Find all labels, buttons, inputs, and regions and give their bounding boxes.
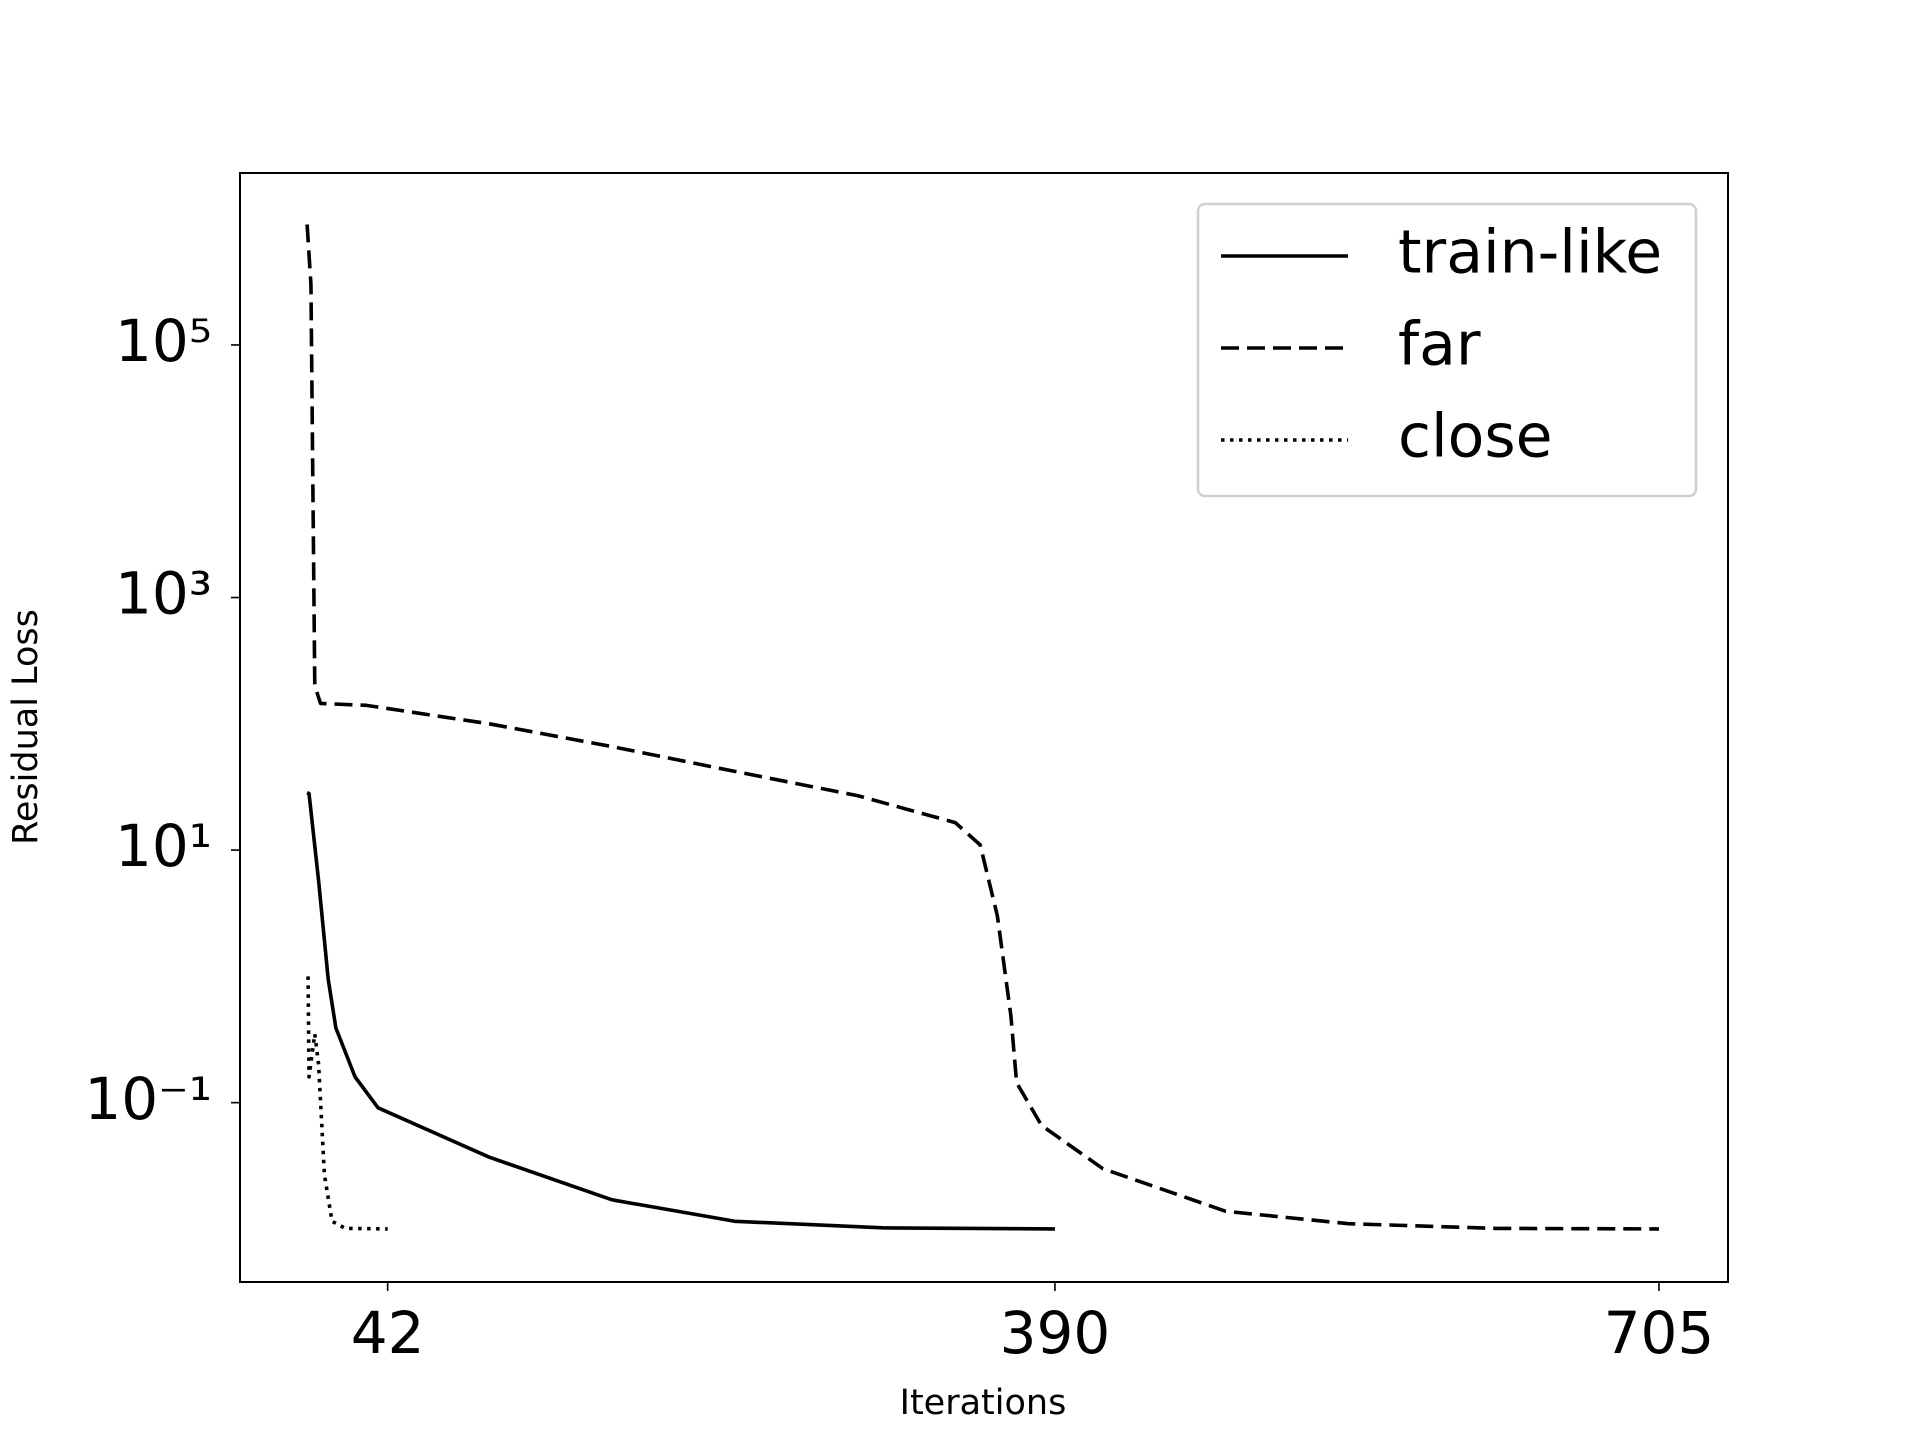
- x-tick-label: 390: [1000, 1299, 1111, 1367]
- series-line: [306, 791, 1055, 1231]
- y-tick-label: 10¹: [115, 812, 212, 880]
- y-tick-label: 10⁵: [115, 307, 212, 375]
- series-line: [306, 976, 388, 1231]
- legend-label: close: [1398, 402, 1553, 472]
- y-tick-label: 10³: [115, 560, 212, 628]
- legend-label: train-like: [1398, 218, 1662, 288]
- y-axis-label: Residual Loss: [6, 609, 46, 845]
- x-axis-label: Iterations: [900, 1383, 1067, 1423]
- legend-label: far: [1398, 310, 1481, 380]
- plot-frame: [239, 172, 1729, 1283]
- legend-box: [1196, 202, 1698, 498]
- y-tick-label: 10⁻¹: [84, 1065, 212, 1133]
- x-tick-label: 705: [1604, 1299, 1715, 1367]
- x-tick-label: 42: [351, 1299, 425, 1367]
